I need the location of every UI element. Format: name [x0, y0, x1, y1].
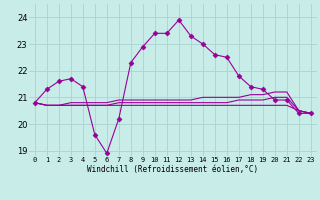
X-axis label: Windchill (Refroidissement éolien,°C): Windchill (Refroidissement éolien,°C)	[87, 165, 258, 174]
